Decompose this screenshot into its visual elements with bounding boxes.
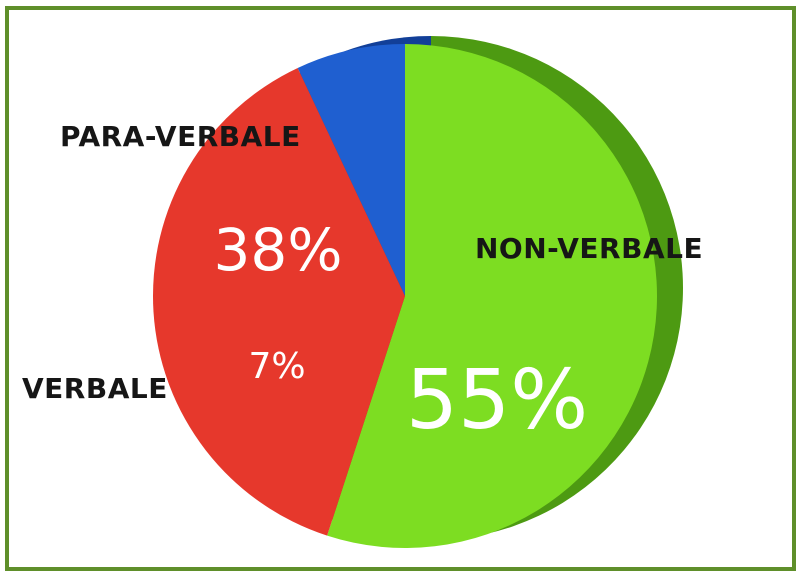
pie-slice-verbale [297,44,405,296]
pie-slice-non-verbale [327,44,657,548]
slice-label-non-verbale: NON-VERBALE [475,232,703,265]
slice-value-non-verbale: 55% [406,353,588,448]
pie-slice-para-verbale [152,67,405,536]
slice-label-para-verbale: PARA-VERBALE [60,120,301,153]
slice-value-para-verbale: 38% [214,216,343,284]
slice-label-verbale: VERBALE [22,372,168,405]
slice-value-verbale: 7% [248,346,305,387]
pie-slices [152,44,657,548]
